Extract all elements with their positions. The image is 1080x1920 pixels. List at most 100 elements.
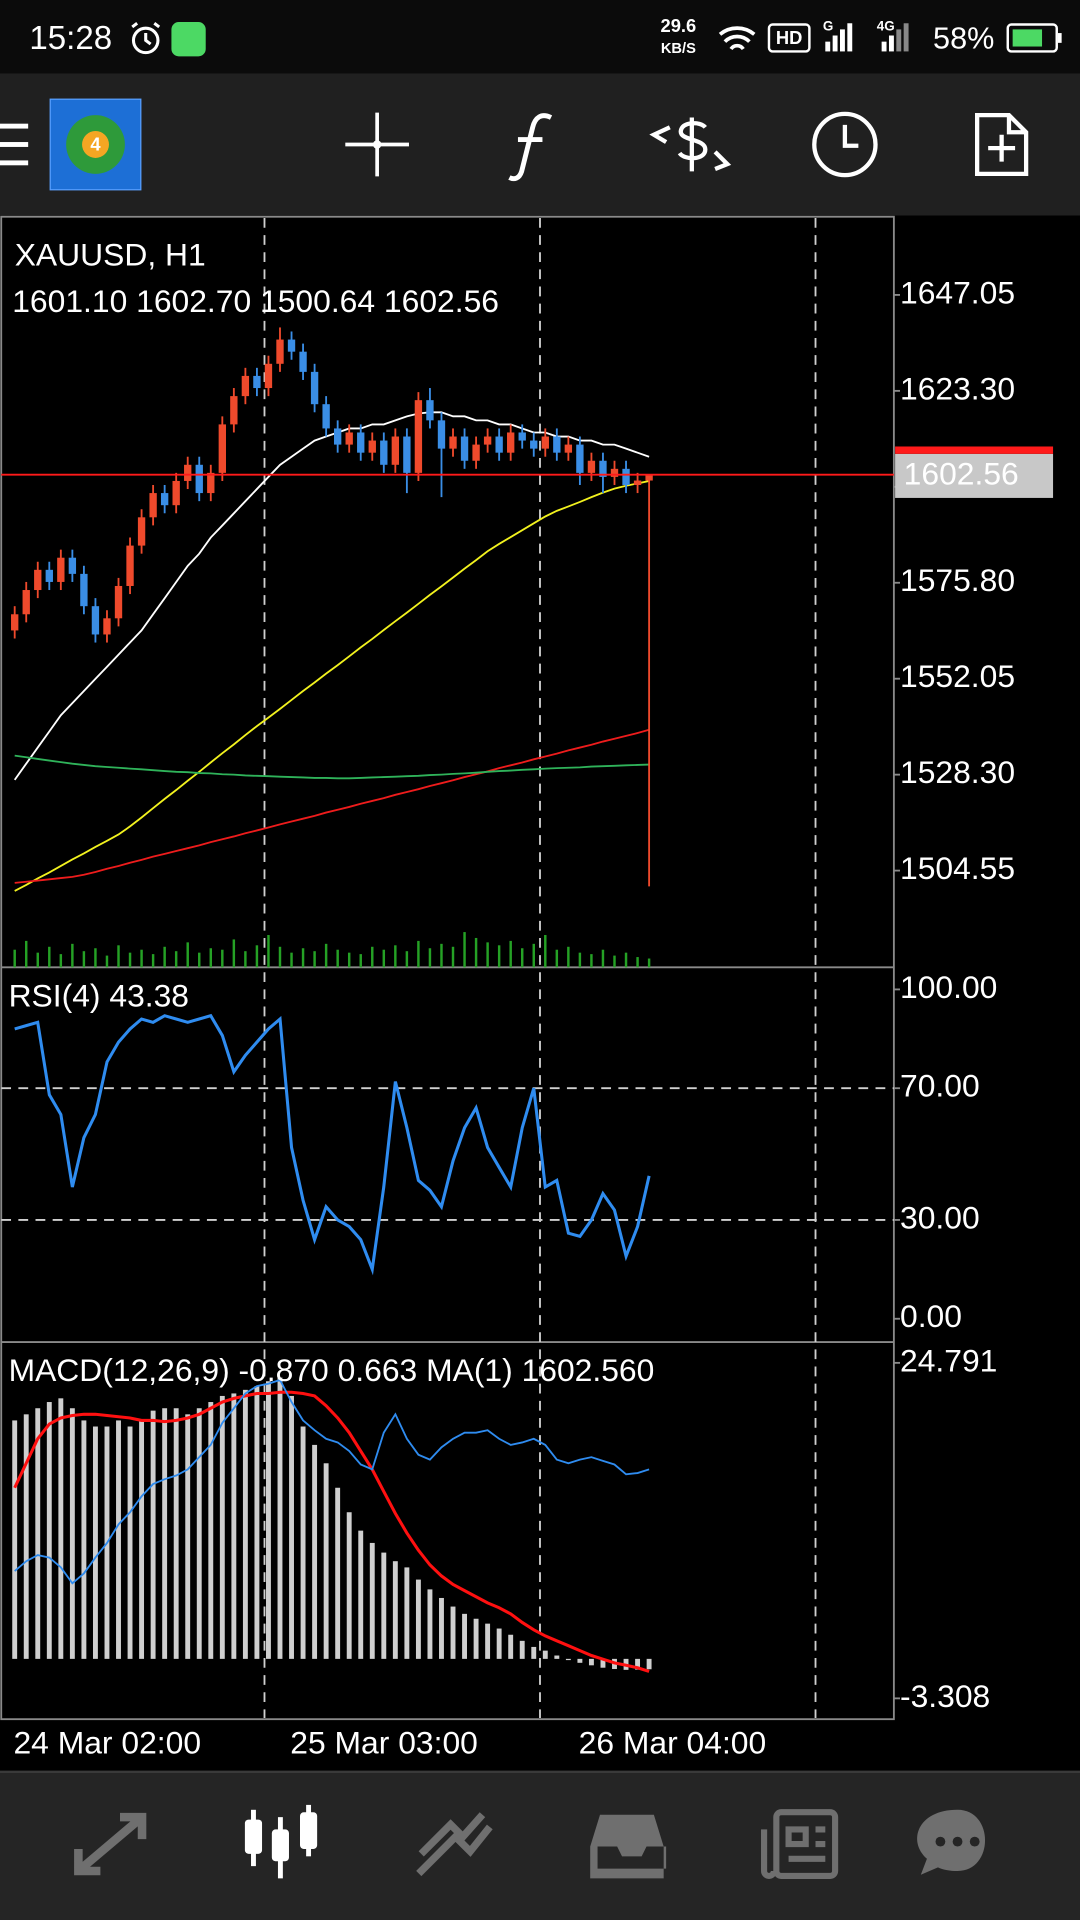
histogram-bar	[588, 1658, 594, 1666]
volume-bar	[174, 951, 178, 968]
volume-bar	[497, 945, 501, 968]
candle-body	[564, 444, 573, 453]
candle-body	[22, 590, 30, 615]
x-tick-label: 26 Mar 04:00	[579, 1724, 767, 1760]
news-tab[interactable]	[761, 1809, 839, 1879]
net-speed-unit: KB/S	[661, 41, 696, 57]
histogram-bar	[139, 1420, 145, 1659]
app-icon[interactable]: 4	[49, 98, 142, 191]
volume-bar	[221, 949, 224, 968]
price-label-stripe	[895, 446, 1054, 454]
y-tick-label: 1623.30	[900, 370, 1015, 406]
volume-bar	[451, 946, 455, 968]
volume-bar	[128, 952, 132, 968]
candle-body	[495, 436, 503, 453]
toolbar-bg	[0, 73, 1080, 216]
volume-bar	[71, 943, 74, 968]
histogram-bar	[323, 1463, 329, 1659]
net-speed: 29.6	[661, 15, 697, 36]
histogram-bar	[219, 1395, 225, 1659]
candle-body	[437, 420, 446, 449]
trade-tab[interactable]	[416, 1812, 493, 1877]
objects-button[interactable]	[975, 112, 1029, 177]
chat-tab[interactable]	[917, 1809, 986, 1875]
status-bar: 15:28 29.6 KB/S HD G 4G 58%	[0, 0, 1080, 74]
volume-bar	[590, 954, 593, 968]
chart-tab[interactable]	[244, 1804, 318, 1879]
candle-body	[91, 606, 100, 635]
signal-bars	[881, 23, 909, 52]
volume-bar	[105, 955, 109, 968]
candle-body	[633, 480, 642, 485]
histogram-bar	[266, 1381, 271, 1659]
indicator-line	[14, 480, 650, 892]
wifi-icon	[718, 26, 756, 51]
candle-body	[368, 440, 376, 453]
candle-body	[126, 545, 134, 586]
indicator-line	[13, 1390, 650, 1673]
rsi-title: RSI(4) 43.38	[9, 977, 189, 1013]
volume-bar	[278, 946, 282, 968]
candle-body	[299, 351, 307, 372]
candle-body	[449, 436, 457, 449]
histogram-bar	[46, 1402, 52, 1659]
candle-body	[80, 573, 88, 607]
history-tab[interactable]	[590, 1814, 667, 1879]
histogram-bar	[531, 1646, 537, 1659]
price-label: 1602.56	[904, 455, 1019, 491]
histogram-bar	[289, 1395, 294, 1659]
histogram-bar	[312, 1444, 318, 1659]
y-tick-label: -3.308	[900, 1678, 990, 1714]
histogram-bar	[231, 1393, 237, 1659]
period-button[interactable]	[812, 111, 878, 178]
indicators-button[interactable]	[508, 113, 553, 182]
battery-level: 58%	[933, 22, 994, 56]
histogram-bar	[12, 1420, 18, 1659]
histogram-bar	[496, 1628, 502, 1659]
volume-bar	[336, 949, 339, 968]
candle-body	[241, 375, 250, 397]
candle-body	[149, 493, 157, 518]
candle-body	[357, 432, 365, 453]
histogram-bar	[542, 1650, 548, 1659]
histogram-bar	[358, 1530, 364, 1659]
hd-label: HD	[776, 27, 803, 48]
menu-button[interactable]	[0, 123, 29, 166]
indicator-line	[14, 754, 650, 780]
macd-title: MACD(12,26,9) -0.870 0.663 MA(1) 1602.56…	[9, 1352, 655, 1388]
candle-body	[264, 363, 273, 389]
candle-body	[345, 432, 353, 445]
volume-bar	[474, 937, 478, 968]
candle-body	[230, 396, 238, 425]
candle-body	[218, 424, 226, 473]
x-tick-label: 25 Mar 03:00	[290, 1724, 478, 1760]
candle-body	[68, 557, 77, 574]
volume-bar	[267, 935, 270, 968]
signal-label: 4G	[877, 19, 895, 34]
candle-body	[207, 472, 215, 494]
histogram-bar	[450, 1606, 456, 1659]
candle-body	[403, 436, 411, 473]
histogram-bar	[242, 1389, 248, 1659]
volume-bar	[255, 945, 259, 968]
clock: 15:28	[29, 20, 112, 57]
quotes-tab[interactable]	[74, 1812, 147, 1876]
candle-body	[472, 444, 480, 461]
volume-bar	[301, 948, 305, 968]
candle-body	[587, 460, 596, 473]
volume-bar	[232, 939, 236, 968]
histogram-bar	[485, 1623, 491, 1659]
volume-bar	[48, 946, 51, 968]
crosshair-button[interactable]	[345, 112, 409, 177]
trade-button[interactable]	[649, 117, 732, 172]
volume-bar	[59, 954, 63, 968]
volume-bar	[13, 949, 16, 968]
histogram-bar	[369, 1542, 375, 1659]
alarm-icon	[131, 22, 161, 55]
y-tick-label: 1504.55	[900, 850, 1015, 886]
ohlc-header: 1601.10 1602.70 1500.64 1602.56	[12, 283, 499, 319]
candle-body	[184, 464, 192, 481]
candle-body	[137, 517, 146, 546]
histogram-bar	[508, 1634, 514, 1659]
symbol-title: XAUUSD, H1	[15, 237, 206, 273]
